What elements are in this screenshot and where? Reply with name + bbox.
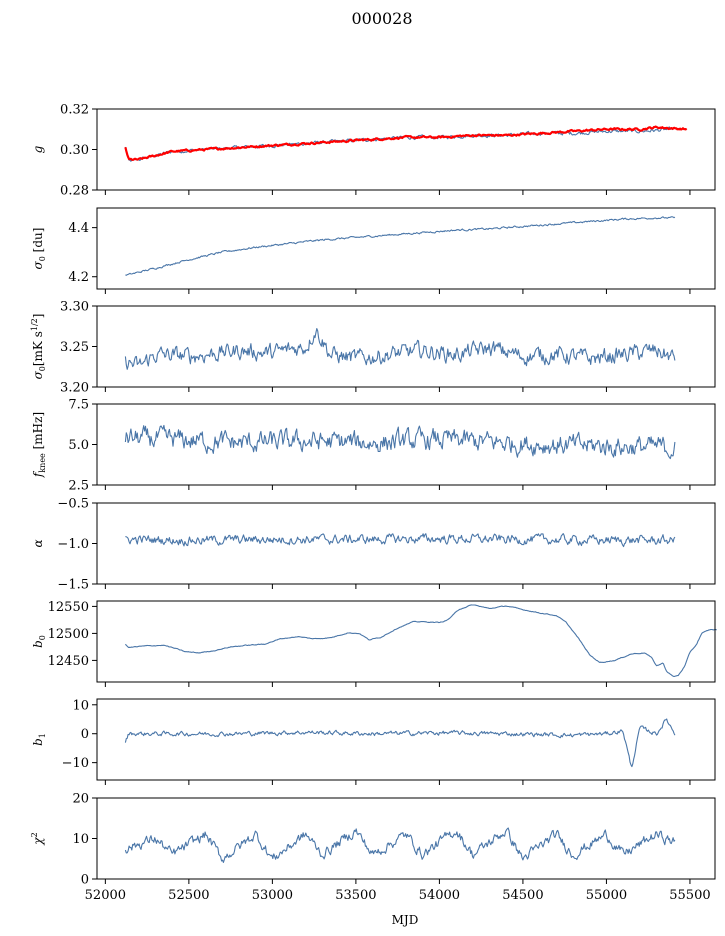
x-tick-label: 52500 <box>168 888 209 903</box>
series-line-1 <box>124 424 676 460</box>
subplot-2: 4.2 4.4 σ0 [du] <box>31 207 716 294</box>
x-tick-label: 53500 <box>335 888 376 903</box>
y-axis-label: fknee [mHz] <box>31 412 47 478</box>
series-line-1 <box>125 533 676 548</box>
series-line-1 <box>124 718 676 768</box>
subplot-3: 3.20 3.25 3.30 σ0[mK s1/2] <box>30 300 716 396</box>
y-tick-label: 3.25 <box>60 340 89 355</box>
y-axis-label: g <box>31 145 45 153</box>
x-tick-label: 55500 <box>669 888 710 903</box>
series-line-1 <box>124 126 676 162</box>
y-tick-label: 0 <box>81 727 89 742</box>
y-tick-label: 4.4 <box>68 221 89 236</box>
y-tick-label: −0.5 <box>57 497 89 512</box>
y-tick-label: 0.30 <box>60 143 89 158</box>
y-tick-label: 5.0 <box>68 438 89 453</box>
subplot-8: 0 10 20 52000 52500 53000 53500 54000 54500 55000… <box>30 792 716 903</box>
y-tick-label: 4.2 <box>68 270 89 285</box>
y-tick-label: 3.30 <box>60 300 89 315</box>
y-tick-label: 0.28 <box>60 184 89 199</box>
y-tick-label: 12450 <box>48 654 89 669</box>
subplot-7: −10 0 10 b1 <box>31 698 716 785</box>
x-tick-label: 52000 <box>85 888 126 903</box>
y-tick-label: 0 <box>81 873 89 888</box>
y-tick-label: 20 <box>72 792 89 807</box>
y-tick-label: −10 <box>62 756 89 771</box>
x-tick-label: 54000 <box>419 888 460 903</box>
y-axis-label: α <box>31 539 45 547</box>
subplot-4: 2.5 5.0 7.5 fknee [mHz] <box>31 398 716 494</box>
subplot-5: −1.5 −1.0 −0.5 α <box>31 497 716 593</box>
y-tick-label: 12500 <box>48 627 89 642</box>
y-tick-label: 2.5 <box>68 479 89 494</box>
plot-frame <box>96 207 716 290</box>
x-tick-label: 55000 <box>586 888 627 903</box>
plot-frame <box>96 600 716 683</box>
series-line-1 <box>125 216 676 276</box>
x-tick-label: 53000 <box>252 888 293 903</box>
series-line-1 <box>124 827 676 863</box>
series-line-1 <box>124 328 676 370</box>
y-tick-label: −1.5 <box>57 578 89 593</box>
y-tick-label: 0.32 <box>60 103 89 118</box>
y-axis-label: b1 <box>31 733 47 746</box>
x-axis-label: MJD <box>392 913 419 927</box>
subplot-1: 0.28 0.30 0.32 g <box>31 103 716 199</box>
y-tick-label: 10 <box>72 832 89 847</box>
y-axis-label: χ2 <box>30 832 45 845</box>
y-tick-label: 12550 <box>48 600 89 615</box>
plot-frame <box>96 698 716 781</box>
series-line-2 <box>124 125 688 161</box>
y-tick-label: 10 <box>72 698 89 713</box>
y-tick-label: 3.20 <box>60 381 89 396</box>
y-axis-label: σ0 [du] <box>31 228 47 270</box>
y-tick-label: −1.0 <box>57 537 89 552</box>
y-axis-label: σ0[mK s1/2] <box>30 314 47 380</box>
x-tick-label: 54500 <box>502 888 543 903</box>
series-line-1 <box>124 604 717 678</box>
figure-title: 000028 <box>351 9 412 28</box>
y-tick-label: 7.5 <box>68 398 89 413</box>
subplot-stack: 0.28 0.30 0.32 g 4.2 4.4 σ0 [du] 3.20 3.25 3.30 σ0… <box>30 103 717 903</box>
subplot-6: 12450 12500 12550 b0 <box>31 600 717 687</box>
y-axis-label: b0 <box>31 635 47 648</box>
